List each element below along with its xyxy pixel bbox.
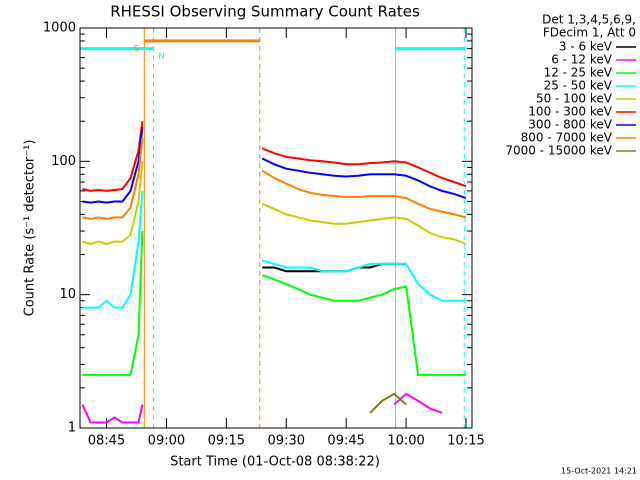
legend-label: 25 - 50 keV [544,79,613,93]
x-tick-label: 09:30 [268,434,305,449]
interval-label: S [133,44,139,54]
plot-frame [79,27,473,429]
interval-label: N [158,52,165,62]
chart-title: RHESSI Observing Summary Count Rates [110,3,420,21]
x-tick-label: 10:15 [447,434,484,449]
legend-label: 50 - 100 keV [536,92,613,106]
legend-label: 800 - 7000 keV [521,131,613,145]
series-line [82,127,467,204]
legend-header: Det 1,3,4,5,6,9, [542,13,636,27]
x-tick-label: 09:45 [327,434,364,449]
x-tick-label: 09:00 [148,434,185,449]
series-line [369,392,407,414]
legend-label: 3 - 6 keV [559,40,613,54]
series-line [82,231,466,376]
series-line [82,137,467,220]
legend-label: 300 - 800 keV [528,118,612,132]
legend-label: 7000 - 15000 keV [505,144,612,158]
y-tick-label: 1 [68,421,76,436]
legend-label: 12 - 25 keV [544,66,613,80]
y-tick-label: 1000 [43,21,76,36]
series-line [82,190,466,309]
x-tick-label: 10:00 [387,434,424,449]
series-line [81,392,443,424]
legend-label: 6 - 12 keV [551,53,613,67]
x-tick-label: 08:45 [88,434,125,449]
y-axis-label: Count Rate (s⁻¹ detector⁻¹) [23,140,38,317]
timestamp: 15-Oct-2021 14:21 [561,467,637,476]
x-axis-label: Start Time (01-Oct-08 08:38:22) [170,455,380,470]
series-line [82,121,467,192]
legend-header: FDecim 1, Att 0 [543,26,636,40]
x-tick-label: 09:15 [208,434,245,449]
y-tick-label: 100 [51,154,76,169]
legend-label: 100 - 300 keV [528,105,612,119]
y-tick-label: 10 [59,287,76,302]
series-line [82,161,467,246]
